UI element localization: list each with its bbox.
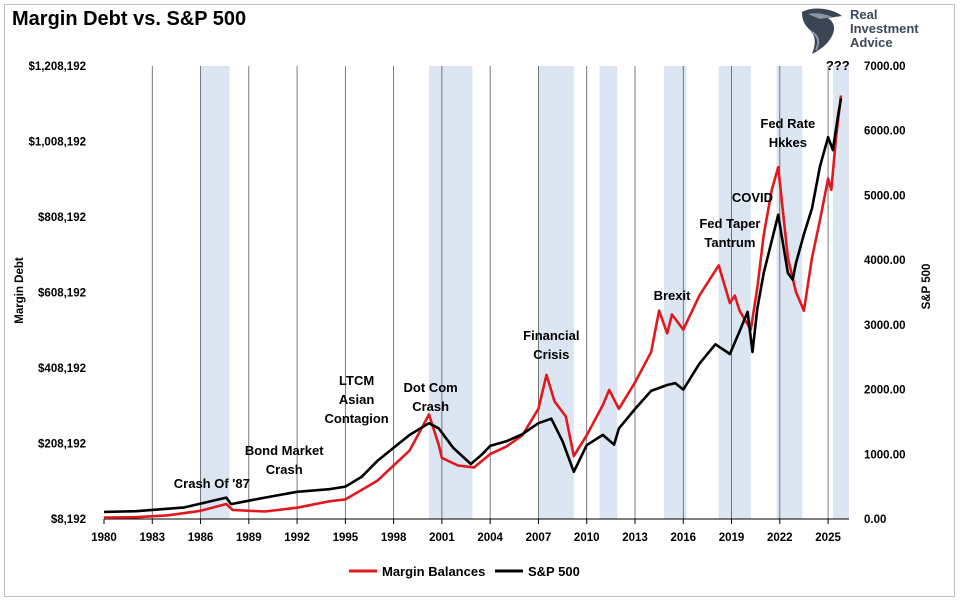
x-tick-label: 1980 (91, 532, 117, 544)
eagle-head-icon (802, 8, 842, 54)
x-tick-label: 2004 (477, 532, 503, 544)
y2-tick-label: 0.00 (864, 514, 886, 526)
annotation-label: Brexit (654, 288, 692, 303)
y2-tick-label: 5000.00 (864, 190, 906, 202)
y2-tick-label: 3000.00 (864, 320, 906, 332)
x-tick-label: 1992 (284, 532, 310, 544)
y2-tick-label: 2000.00 (864, 385, 906, 397)
annotation-label: Financial (523, 328, 579, 343)
y2-tick-label: 1000.00 (864, 449, 906, 461)
annotation-label: Contagion (324, 411, 388, 426)
annotation-label: Tantrum (704, 235, 755, 250)
series-line-sp500 (103, 98, 843, 514)
annotation-label: Bond Market (245, 443, 324, 458)
shaded-period (663, 66, 687, 519)
annotation-label: Fed Taper (699, 216, 760, 231)
y-tick-label: $1,008,192 (28, 137, 86, 149)
logo-text: Real Investment Advice (850, 8, 919, 50)
legend-label: Margin Balances (382, 564, 485, 579)
x-tick-label: 1995 (333, 532, 359, 544)
x-tick-label: 1986 (188, 532, 214, 544)
logo-line: Investment (850, 21, 919, 36)
annotation-label: Fed Rate (760, 116, 815, 131)
annotation-label: ??? (826, 58, 850, 73)
x-tick-label: 1983 (139, 532, 165, 544)
x-tick-label: 2016 (670, 532, 696, 544)
x-tick-label: 2022 (767, 532, 793, 544)
shaded-period (538, 66, 574, 519)
logo: Real Investment Advice (798, 6, 948, 56)
shaded-period (718, 66, 751, 519)
y2-tick-label: 6000.00 (864, 126, 906, 138)
legend-label: S&P 500 (528, 564, 580, 579)
series-line-margin-balances (103, 95, 843, 519)
y-tick-label: $1,208,192 (28, 61, 86, 73)
x-tick-label: 2013 (622, 532, 648, 544)
shaded-period (832, 66, 849, 519)
annotation-label: Hkkes (769, 135, 807, 150)
x-tick-label: 1989 (236, 532, 262, 544)
y2-axis-title: S&P 500 (921, 264, 933, 310)
x-tick-label: 1998 (381, 532, 407, 544)
logo-line: Advice (850, 35, 893, 50)
y-tick-label: $608,192 (38, 288, 86, 300)
y-axis-title: Margin Debt (14, 257, 26, 324)
chart-frame (4, 4, 955, 597)
y-tick-label: $808,192 (38, 212, 86, 224)
x-tick-label: 2025 (815, 532, 841, 544)
shaded-period (429, 66, 473, 519)
chart-title: Margin Debt vs. S&P 500 (12, 8, 247, 30)
annotation-label: Dot Com (404, 380, 458, 395)
x-tick-label: 2007 (526, 532, 552, 544)
annotation-label: LTCM (339, 373, 374, 388)
annotation-label: COVID (732, 190, 773, 205)
y-tick-label: $208,192 (38, 439, 86, 451)
annotation-label: Crash (412, 399, 449, 414)
y2-tick-label: 4000.00 (864, 255, 906, 267)
y-tick-label: $408,192 (38, 363, 86, 375)
x-tick-label: 2019 (719, 532, 745, 544)
shaded-period (776, 66, 803, 519)
annotation-label: Crash Of '87 (174, 476, 250, 491)
annotation-label: Crisis (533, 347, 569, 362)
y-tick-label: $8,192 (51, 514, 86, 526)
shaded-period (200, 66, 230, 519)
x-tick-label: 2010 (574, 532, 600, 544)
annotation-label: Crash (266, 462, 303, 477)
annotation-label: Asian (339, 392, 374, 407)
y2-tick-label: 7000.00 (864, 61, 906, 73)
shaded-period (599, 66, 618, 519)
logo-line: Real (850, 7, 878, 22)
x-tick-label: 2001 (429, 532, 455, 544)
